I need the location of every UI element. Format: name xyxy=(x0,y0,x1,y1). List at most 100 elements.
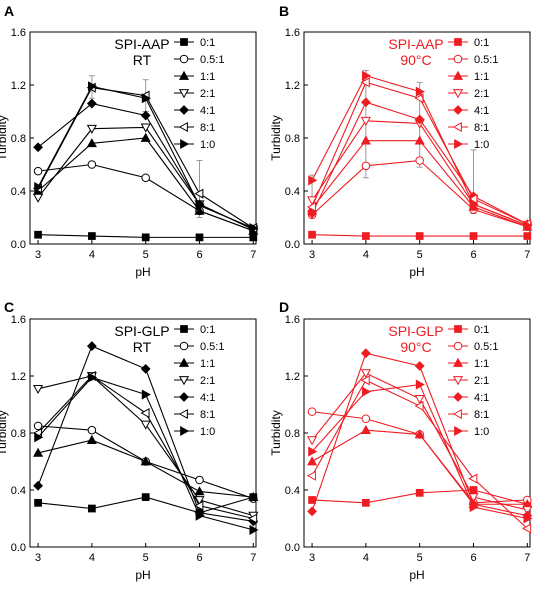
x-tick-label: 4 xyxy=(89,552,95,564)
legend-label: 0:1 xyxy=(200,324,215,336)
x-axis-title: pH xyxy=(135,568,150,582)
legend-label: 0.5:1 xyxy=(200,341,224,353)
x-tick-label: 3 xyxy=(35,552,41,564)
legend-marker xyxy=(179,54,189,64)
legend-label: 1:0 xyxy=(474,426,489,438)
data-point xyxy=(523,232,532,240)
data-point xyxy=(362,386,372,397)
legend-label: 0:1 xyxy=(474,37,489,49)
panel-annotation-title: SPI-AAP xyxy=(388,36,443,52)
panel-annotation-condition: 90°C xyxy=(400,52,431,68)
legend-marker xyxy=(452,408,462,420)
legend-label: 0.5:1 xyxy=(474,54,498,66)
panel-annotation-condition: RT xyxy=(133,339,152,355)
legend-marker xyxy=(178,89,190,99)
data-point xyxy=(248,491,259,501)
data-point xyxy=(522,506,533,516)
data-point xyxy=(140,420,151,430)
x-tick-label: 5 xyxy=(143,249,149,261)
legend-marker xyxy=(179,105,189,115)
data-point xyxy=(140,123,151,133)
data-point xyxy=(86,341,97,351)
data-point xyxy=(308,175,318,186)
legend-label: 2:1 xyxy=(474,88,489,100)
series-line xyxy=(311,159,528,228)
series-1-1 xyxy=(33,132,259,235)
y-tick-label: 1.2 xyxy=(11,80,26,92)
legend-label: 1:1 xyxy=(474,358,489,370)
legend-label: 4:1 xyxy=(474,105,489,117)
y-tick-label: 1.2 xyxy=(11,371,26,383)
legend-marker xyxy=(178,376,190,386)
legend-label: 0.5:1 xyxy=(474,341,498,353)
legend-marker xyxy=(178,121,188,133)
data-point xyxy=(194,486,205,496)
data-point xyxy=(141,233,150,242)
series-8-1 xyxy=(306,77,532,230)
data-point xyxy=(361,414,371,424)
data-point xyxy=(34,230,42,239)
panel-b: B 0.0 0.4 0.8 1.2 1.6 3 4 5 6 7 pH Turbidity 0:1 0.5:1… xyxy=(269,3,533,279)
legend-label: 8:1 xyxy=(200,122,215,134)
data-point xyxy=(469,502,479,513)
x-tick-label: 5 xyxy=(143,552,149,564)
y-tick-label: 1.6 xyxy=(285,27,300,39)
series-1-1 xyxy=(33,434,259,501)
data-point xyxy=(194,188,204,199)
data-point xyxy=(140,110,151,121)
x-axis-title: pH xyxy=(135,265,150,279)
legend-marker xyxy=(178,70,190,80)
legend-label: 1:1 xyxy=(200,358,215,370)
data-point xyxy=(469,199,479,210)
y-tick-label: 0.4 xyxy=(11,485,26,497)
legend-label: 4:1 xyxy=(200,105,215,117)
y-axis-title: Turbidity xyxy=(269,410,283,456)
data-point xyxy=(362,232,370,240)
y-axis-title: Turbidity xyxy=(269,115,283,161)
y-axis-title: Turbidity xyxy=(0,410,9,456)
data-point xyxy=(308,230,316,239)
data-point xyxy=(362,70,372,81)
data-point xyxy=(33,447,44,457)
series-line xyxy=(37,439,254,498)
x-tick-label: 6 xyxy=(470,249,476,261)
y-tick-label: 0.8 xyxy=(11,133,26,145)
data-point xyxy=(140,408,150,419)
legend-label: 8:1 xyxy=(200,409,215,421)
y-tick-label: 1.6 xyxy=(11,27,26,39)
data-point xyxy=(414,361,425,371)
x-tick-label: 5 xyxy=(417,249,423,261)
data-point xyxy=(415,156,424,165)
data-point xyxy=(33,384,44,395)
legend: 0:1 0.5:1 1:1 2:1 4:1 8:1 1:0 xyxy=(448,37,498,151)
data-point xyxy=(33,421,43,431)
series-0-1 xyxy=(34,493,258,517)
data-point xyxy=(307,436,318,446)
series-line xyxy=(37,137,254,232)
data-point xyxy=(308,496,316,504)
legend-marker xyxy=(453,105,463,115)
legend-marker xyxy=(453,341,463,351)
data-point xyxy=(307,407,317,416)
data-point xyxy=(34,181,44,193)
data-point xyxy=(360,369,371,379)
panel-letter: B xyxy=(279,3,289,19)
data-point xyxy=(33,193,44,203)
data-point xyxy=(33,480,43,491)
legend-marker xyxy=(452,376,464,386)
data-point xyxy=(360,348,371,359)
data-point xyxy=(141,389,151,400)
legend-marker xyxy=(452,89,464,99)
data-point xyxy=(86,434,97,444)
y-tick-label: 0.8 xyxy=(285,133,300,145)
panel-d: D 0.0 0.4 0.8 1.2 1.6 3 4 5 6 7 pH Turbidity 0:1 0.5:1… xyxy=(269,299,533,582)
x-tick-label: 3 xyxy=(35,249,41,261)
legend-label: 0:1 xyxy=(474,324,489,336)
data-point xyxy=(87,425,97,435)
data-point xyxy=(194,205,205,215)
data-point xyxy=(523,220,533,231)
data-point xyxy=(469,232,478,240)
data-point xyxy=(362,498,370,507)
data-point xyxy=(414,135,425,145)
data-point xyxy=(307,456,318,466)
